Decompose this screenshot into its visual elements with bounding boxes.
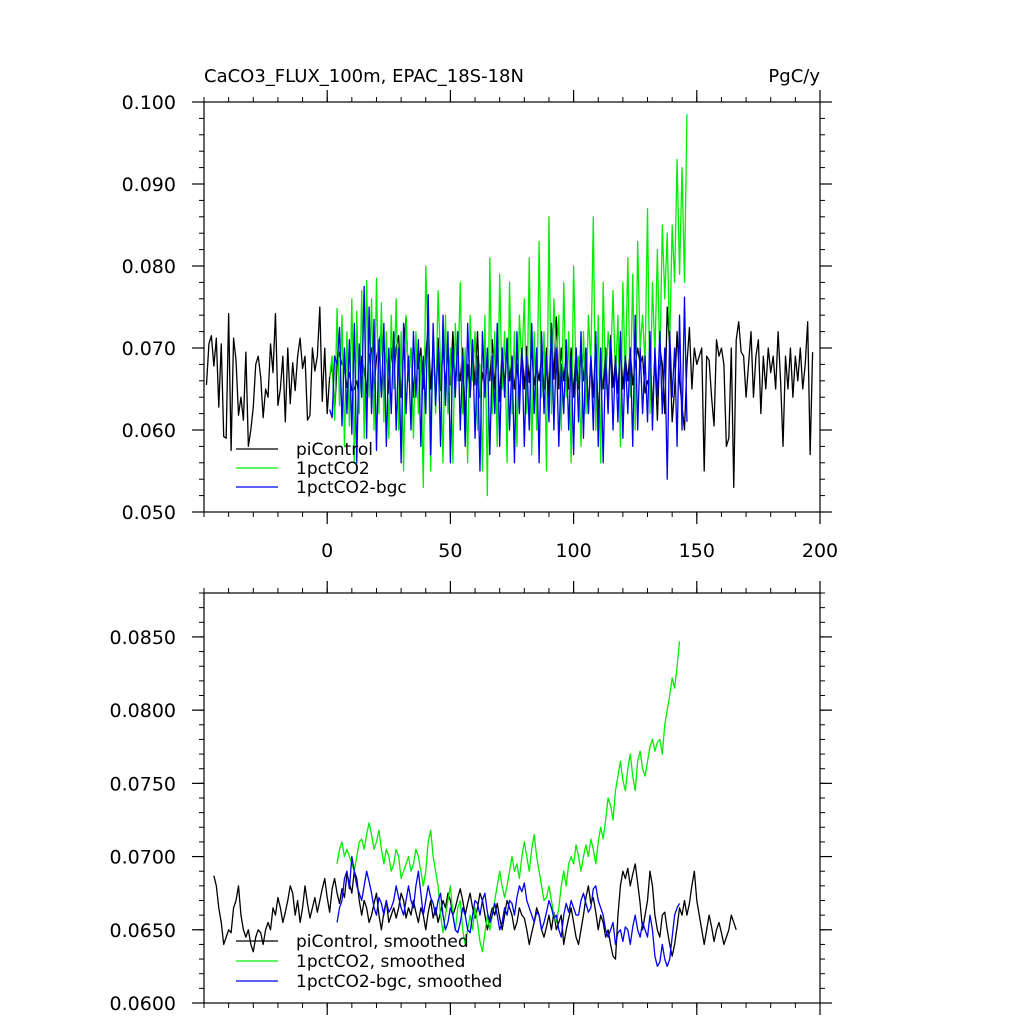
y-tick-label: 0.0850 [110, 627, 176, 649]
top-panel: CaCO3_FLUX_100m, EPAC_18S-18N PgC/y 0 50 100… [122, 66, 839, 562]
y-tick-label: 0.0800 [110, 700, 176, 722]
y-tick-label: 0.0650 [110, 920, 176, 942]
y-tick-label: 0.0600 [110, 993, 176, 1015]
y-tick-label: 0.060 [122, 420, 176, 442]
y-tick-label: 0.080 [122, 256, 176, 278]
x-tick-label: 100 [555, 540, 591, 562]
series-line-1pctco2-bgc [329, 285, 688, 480]
y-tick-label: 0.070 [122, 338, 176, 360]
y-tick-label: 0.0750 [110, 773, 176, 795]
x-tick-label: 0 [321, 540, 333, 562]
legend-label: 1pctCO2-bgc, smoothed [296, 972, 502, 992]
series-line-picontrol [205, 306, 814, 489]
plot-frame [203, 101, 821, 513]
legend-label: 1pctCO2-bgc [296, 478, 407, 498]
x-tick-label: 50 [438, 540, 462, 562]
bottom-panel: 0.0600 0.0650 0.0700 0.0750 0.0800 0.0850 piCo… [110, 581, 832, 1015]
series-line-1pctco2-bgc-smoothed [336, 855, 681, 968]
series-line-1pctco2-smoothed [336, 641, 681, 953]
legend-label: piControl, smoothed [296, 932, 469, 952]
y-tick-label: 0.050 [122, 502, 176, 524]
legend-label: 1pctCO2, smoothed [296, 952, 465, 972]
legend-label: piControl [296, 440, 373, 460]
x-tick-label: 200 [802, 540, 838, 562]
chart-title: CaCO3_FLUX_100m, EPAC_18S-18N [204, 66, 524, 87]
x-tick-label: 150 [679, 540, 715, 562]
units-label: PgC/y [768, 66, 820, 87]
legend-label: 1pctCO2 [296, 459, 370, 479]
y-tick-label: 0.100 [122, 92, 176, 114]
y-tick-label: 0.090 [122, 174, 176, 196]
series-line-picontrol-smoothed [213, 863, 737, 960]
y-tick-label: 0.0700 [110, 847, 176, 869]
